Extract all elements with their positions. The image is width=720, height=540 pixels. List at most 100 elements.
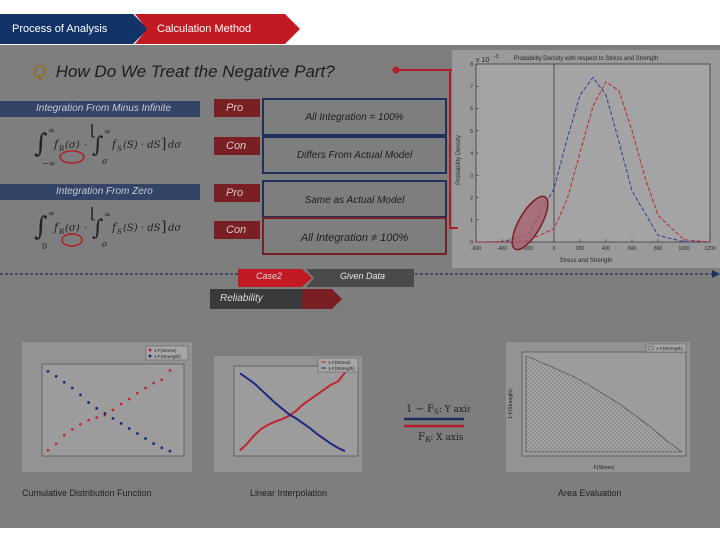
case2-label: Case2	[256, 271, 283, 281]
tab-process-label: Process of Analysis	[12, 23, 108, 35]
svg-text:∞: ∞	[104, 127, 111, 136]
area-xlabel: F(Stress)	[594, 465, 615, 471]
method-2-con-text: All Integration ≠ 100%	[300, 232, 409, 244]
svg-text:f: f	[111, 138, 118, 151]
pdf-plot-xlabel: Stress and Strength	[559, 258, 612, 264]
svg-text:∞: ∞	[48, 126, 55, 135]
cdf-point-b	[111, 417, 115, 420]
cdf-point-a	[54, 442, 58, 445]
pdf-xtick-label: 800	[654, 246, 663, 252]
question-heading: Q. How Do We Treat the Negative Part?	[33, 62, 335, 82]
svg-text:f: f	[53, 138, 60, 151]
tab-calculation-method[interactable]: Calculation Method	[135, 14, 300, 44]
tab-process-of-analysis[interactable]: Process of Analysis	[0, 14, 148, 44]
cdf-point-a	[111, 408, 115, 412]
question-text: How Do We Treat the Negative Part?	[55, 62, 335, 81]
area-chart: 1-F(Strength) F(Stress) 1-F(Strength)	[506, 342, 690, 472]
method-2-con-tag: Con	[214, 221, 260, 239]
legend-fr: F	[418, 432, 425, 443]
cdf-point-b	[62, 380, 66, 384]
legend-1-fs-suffix: : Y axis	[439, 405, 470, 415]
pdf-plot-title: Probability Density with respect to Stre…	[514, 56, 659, 62]
legend-fr-suffix: : X axis	[430, 433, 463, 443]
pdf-plot-exponent: x 10	[476, 57, 489, 64]
svg-text:0: 0	[42, 242, 47, 251]
svg-text:FR: X axis: FR: X axis	[418, 432, 464, 444]
pdf-xtick-label: 600	[628, 246, 637, 252]
given-data-label: Given Data	[340, 271, 386, 281]
cdf-point-b	[103, 411, 107, 415]
svg-text:∫: ∫	[34, 212, 48, 242]
svg-text:σ: σ	[102, 240, 108, 249]
interp-line-b	[239, 372, 346, 453]
svg-text:S: S	[117, 145, 122, 153]
cdf-legend-a: 1-F(Stress)	[154, 348, 177, 353]
pdf-xtick-label: 0	[553, 246, 556, 252]
cdf-point-b	[95, 406, 99, 410]
method-2-pro-box: Same as Actual Model	[262, 180, 447, 218]
formula-minus-infinite: ∫ ∞ −∞ f R (σ) · [ ∫ ∞ σ f S (S) · dS ] …	[34, 124, 182, 168]
cdf-point-a	[95, 416, 98, 419]
svg-text:1 − FS: Y axis: 1 − FS: Y axis	[406, 404, 470, 416]
stress-density-curve	[475, 76, 711, 243]
reliability-label: Reliability	[220, 293, 263, 304]
pdf-ytick-label: 1	[470, 218, 473, 224]
pdf-ytick-label: 2	[470, 196, 473, 202]
svg-text:dσ: dσ	[168, 140, 182, 151]
cdf-point-b	[127, 427, 131, 430]
method-1-con-text: Differs From Actual Model	[296, 150, 413, 161]
cdf-chart: 1-F(Stress) 1-F(Strength)	[22, 342, 192, 472]
pdf-xtick-label: 1000	[678, 246, 689, 252]
svg-text:]: ]	[161, 219, 166, 235]
cdf-point-a	[144, 386, 147, 390]
cdf-point-b	[135, 432, 139, 435]
interp-legend-b: 1-F(Strength)	[328, 366, 355, 371]
cdf-point-a	[136, 392, 139, 395]
svg-text:R: R	[58, 228, 65, 236]
method-1-con-tag: Con	[214, 137, 260, 155]
method-1-pro-tag: Pro	[214, 99, 260, 117]
pdf-xtick-label: -600	[471, 246, 481, 252]
method-2-pro-tag: Pro	[214, 184, 260, 202]
svg-text:R: R	[58, 145, 65, 153]
svg-text:·: ·	[84, 223, 87, 234]
area-legend: 1-F(Strength)	[656, 346, 683, 351]
method-1-con-box: Differs From Actual Model	[262, 136, 447, 174]
legend-1-fs: 1 − F	[406, 404, 434, 415]
pdf-ytick-label: 4	[470, 151, 473, 157]
pdf-ytick-label: 3	[470, 173, 473, 179]
pdf-plot-connector	[438, 69, 458, 229]
legend-1-fs-sub: S	[434, 408, 439, 416]
method-2-con-box: All Integration ≠ 100%	[262, 217, 447, 255]
svg-text:−∞: −∞	[42, 159, 55, 168]
svg-text:∫: ∫	[92, 133, 104, 158]
svg-text:·: ·	[84, 140, 87, 151]
svg-text:∞: ∞	[104, 210, 111, 219]
interp-legend-a: 1-F(Stress)	[328, 360, 351, 365]
cdf-point-b	[79, 393, 82, 397]
given-data-step[interactable]: Given Data	[306, 269, 414, 287]
cdf-point-a	[152, 381, 155, 385]
pdf-ytick-label: 8	[470, 62, 473, 68]
cdf-point-b	[152, 442, 156, 445]
cdf-point-b	[87, 401, 91, 404]
svg-text:f: f	[53, 221, 60, 234]
cdf-point-b	[119, 422, 123, 425]
svg-text:∫: ∫	[92, 216, 104, 241]
cdf-point-a	[128, 397, 131, 401]
reliability-label-box: Reliability	[210, 289, 302, 309]
pdf-plot: Probability Density with respect to Stre…	[452, 50, 720, 268]
svg-text:[: [	[90, 124, 96, 139]
case2-step[interactable]: Case2	[238, 269, 312, 287]
svg-text:]: ]	[161, 136, 166, 152]
interp-chart: 1-F(Stress) 1-F(Strength)	[214, 356, 362, 472]
legend-fr-sub: R	[425, 436, 431, 444]
pdf-xtick-label: -200	[523, 246, 533, 252]
svg-text:(S) · dS: (S) · dS	[123, 223, 161, 234]
method-2-pro-text: Same as Actual Model	[304, 195, 405, 206]
pdf-ytick-label: 0	[470, 240, 473, 246]
area-ylabel: 1-F(Strength)	[508, 389, 514, 419]
svg-text:∫: ∫	[34, 129, 48, 159]
pdf-xtick-label: -400	[497, 246, 507, 252]
cdf-point-b	[46, 369, 50, 373]
